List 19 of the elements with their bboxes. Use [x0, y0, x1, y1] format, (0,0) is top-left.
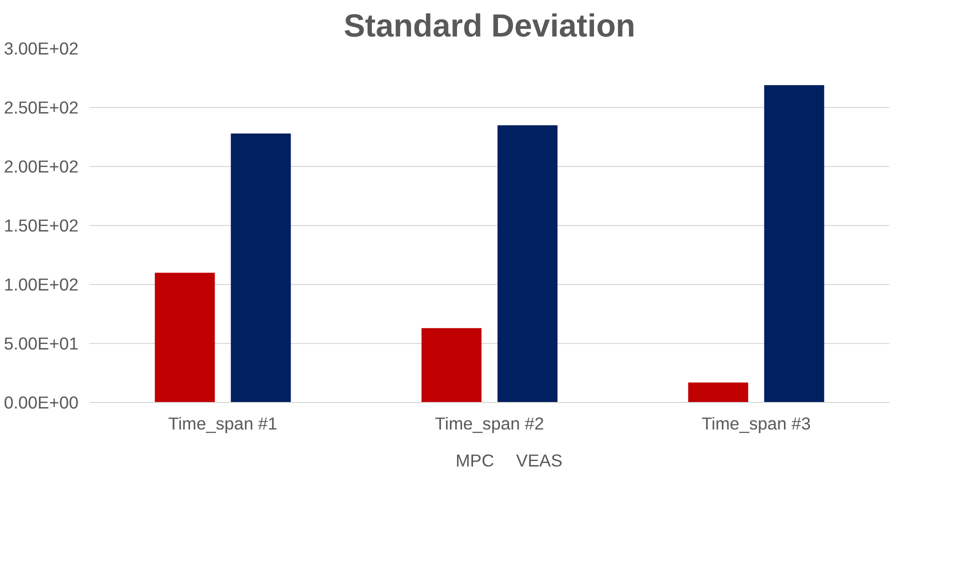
- y-tick-label: 1.00E+02: [4, 274, 79, 294]
- y-tick-label: 2.00E+02: [4, 156, 79, 176]
- x-tick-label: Time_span #3: [702, 414, 811, 434]
- text: VEAS: [516, 450, 562, 472]
- y-tick-label: 3.00E+02: [4, 38, 79, 58]
- y-tick-label: 2.50E+02: [4, 98, 79, 118]
- y-tick-label: 1.50E+02: [4, 216, 79, 236]
- bar: [498, 125, 558, 402]
- x-tick-label: Time_span #2: [434, 414, 544, 434]
- bar: [230, 133, 291, 402]
- bar: [422, 328, 482, 402]
- text: MPC: [456, 450, 494, 472]
- y-tick-label: 0.00E+00: [4, 392, 79, 412]
- y-tick-label: 5.00E+01: [4, 334, 79, 354]
- bar: [154, 272, 215, 402]
- x-tick-label: Time_span #1: [168, 414, 278, 434]
- bar: [764, 85, 824, 402]
- chart-title: Standard Deviation: [344, 8, 636, 44]
- bar: [688, 382, 748, 402]
